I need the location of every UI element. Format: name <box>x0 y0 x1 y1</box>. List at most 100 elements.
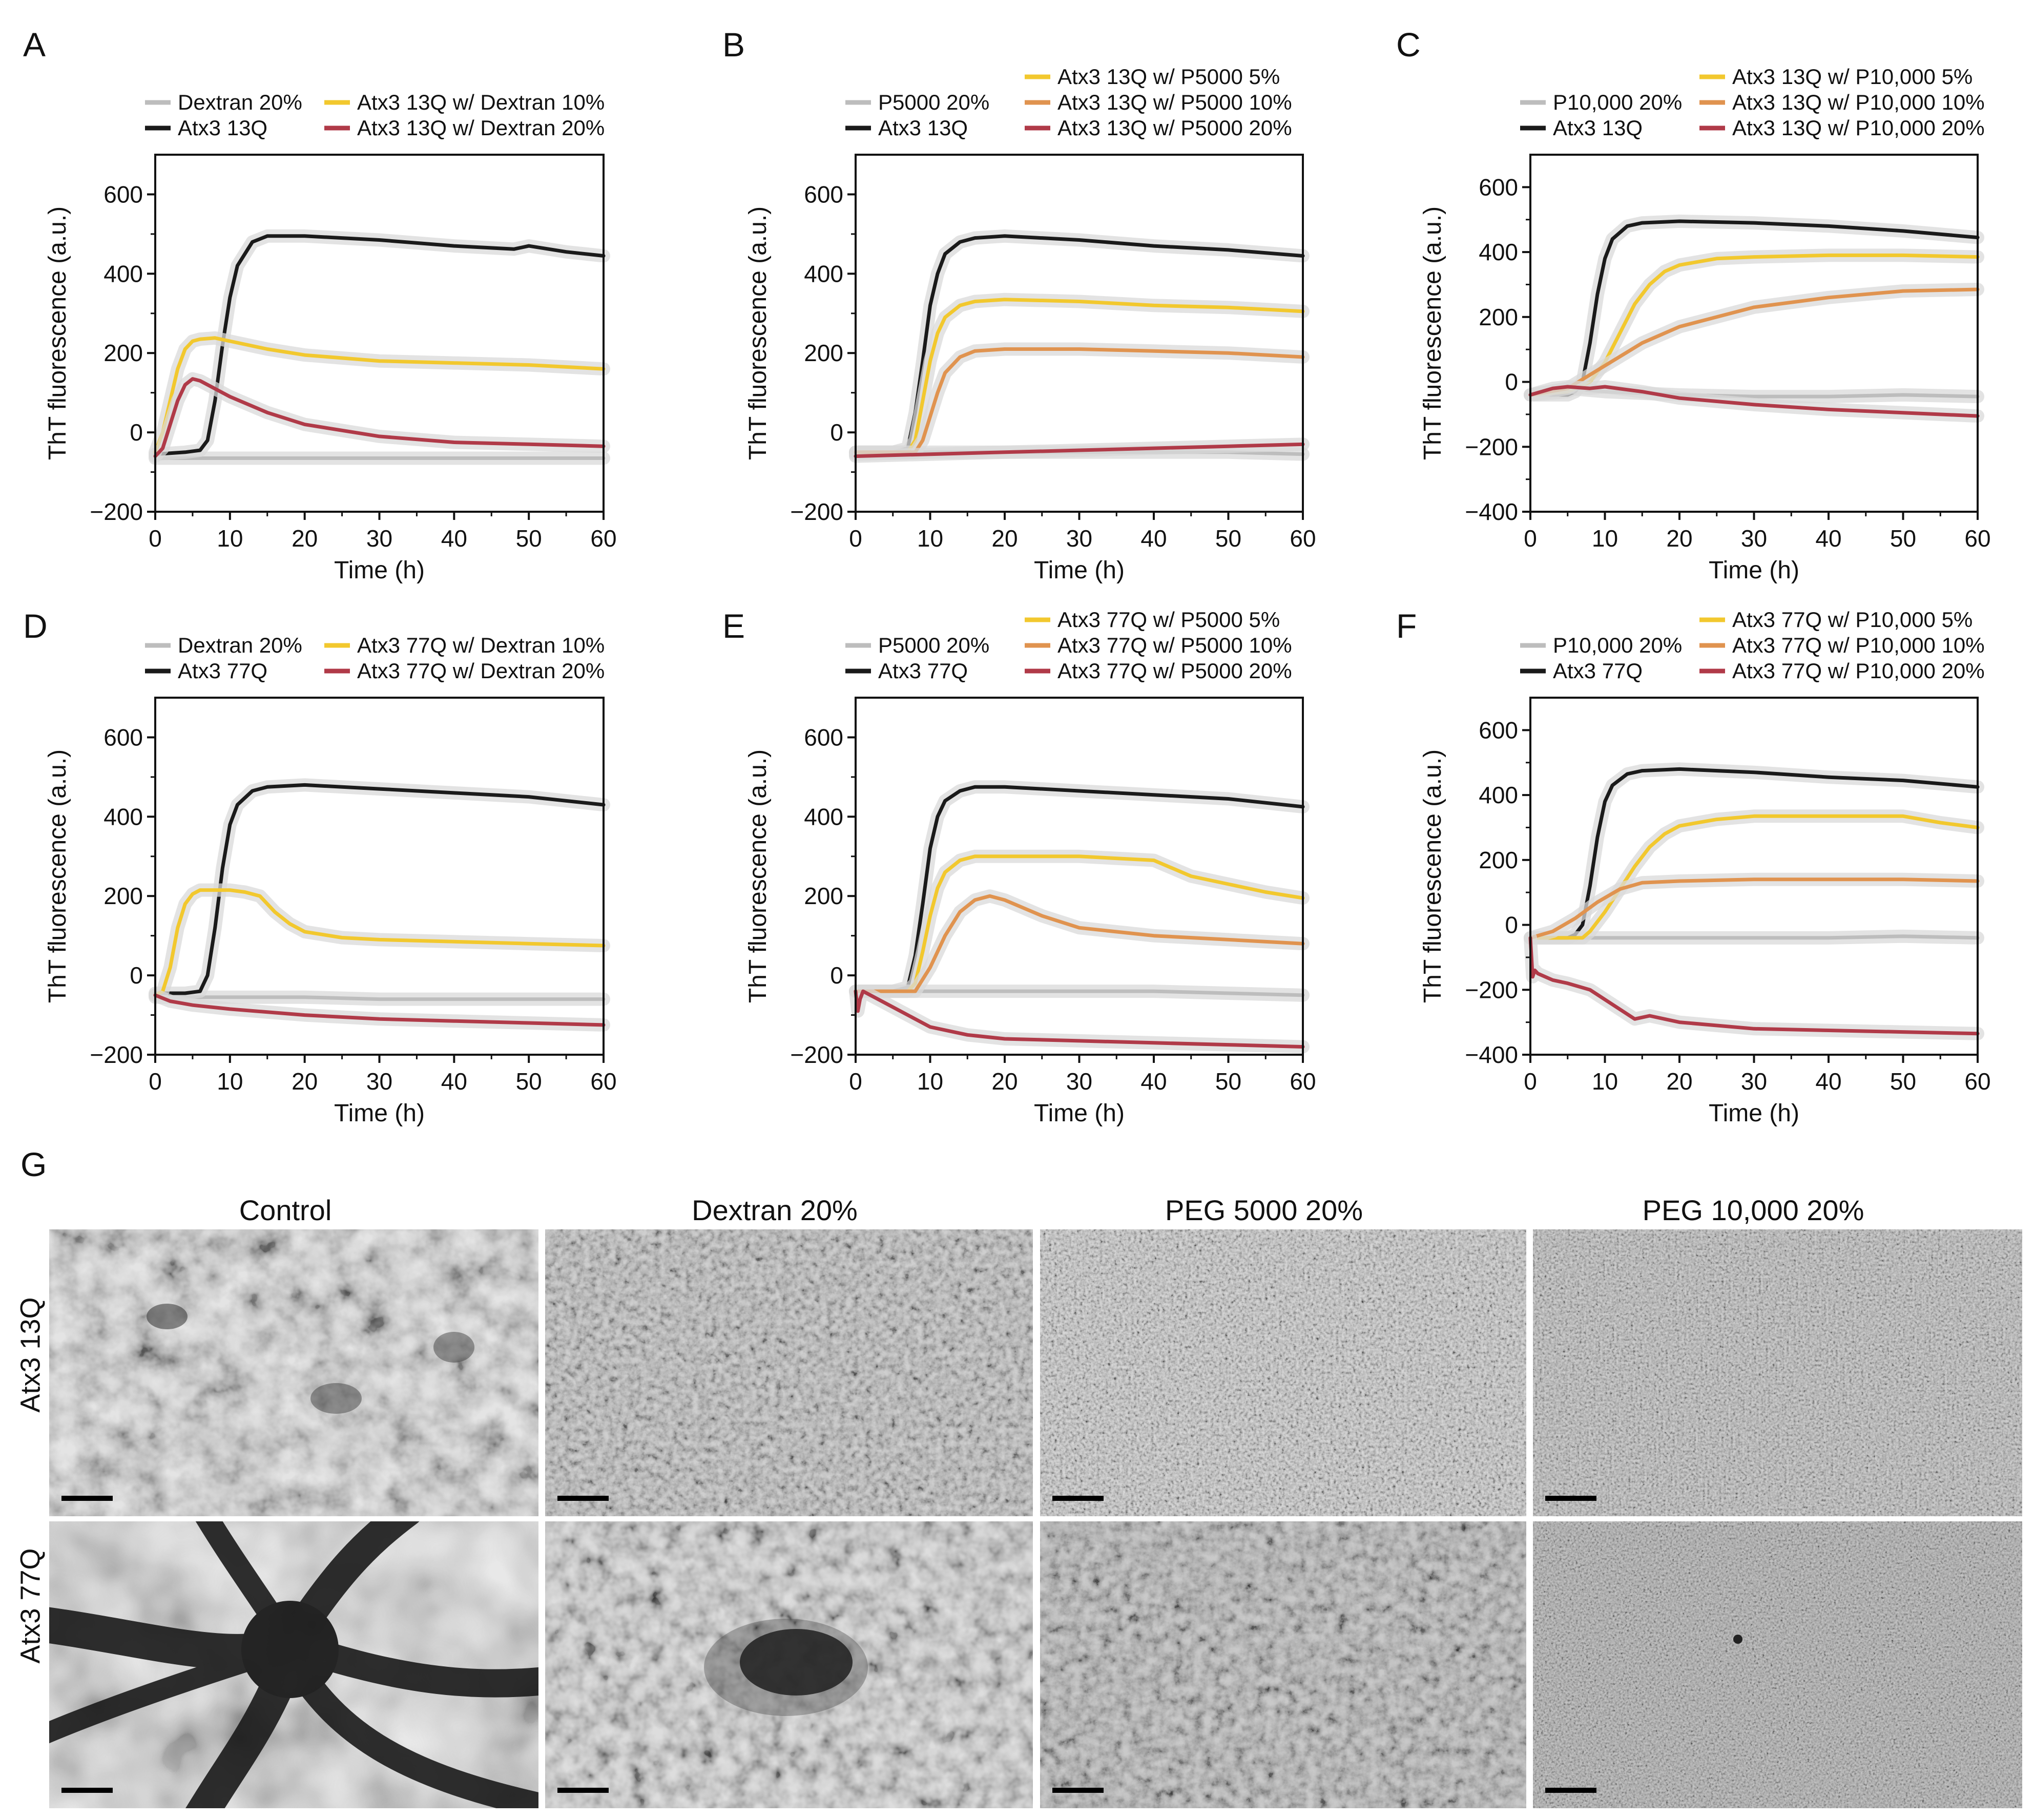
micrograph-13q-peg5000 <box>1040 1229 1526 1516</box>
x-tick-label: 60 <box>1290 1068 1316 1095</box>
y-axis-label: ThT fluorescence (a.u.) <box>744 749 772 1003</box>
y-axis-label: ThT fluorescence (a.u.) <box>44 749 71 1003</box>
x-axis-label: Time (h) <box>1709 557 1799 584</box>
panel-letter: E <box>722 607 745 645</box>
x-tick-label: 30 <box>1741 525 1767 552</box>
x-tick-label: 0 <box>1524 525 1537 552</box>
series-line <box>1528 385 1980 418</box>
y-tick-label: 600 <box>1479 717 1518 743</box>
legend-label: P5000 20% <box>878 633 989 657</box>
y-tick-label: 400 <box>103 260 143 287</box>
series-line <box>854 854 1305 993</box>
legend-item: Atx3 13Q w/ P10,000 10% <box>1699 90 1985 114</box>
legend-item: Atx3 13Q w/ Dextran 20% <box>324 116 605 140</box>
micrograph-77q-peg5000 <box>1040 1521 1526 1808</box>
legend-item: Atx3 77Q <box>145 659 267 683</box>
legend-item: P10,000 20% <box>1520 633 1682 657</box>
x-tick-label: 40 <box>1140 525 1167 552</box>
y-tick-label: 200 <box>103 340 143 366</box>
legend-label: Atx3 13Q w/ P5000 20% <box>1057 116 1292 140</box>
panel-letter: F <box>1396 607 1417 645</box>
y-tick-label: −400 <box>1465 1041 1518 1068</box>
y-axis-label: ThT fluorescence (a.u.) <box>1419 206 1446 460</box>
x-axis-label: Time (h) <box>1034 557 1125 584</box>
legend-label: Atx3 77Q w/ P5000 10% <box>1057 633 1292 657</box>
series-line <box>153 377 606 458</box>
x-tick-label: 50 <box>516 1068 542 1095</box>
legend-item: Atx3 77Q <box>1520 659 1643 683</box>
y-tick-label: −200 <box>790 1041 843 1068</box>
series-line <box>153 783 606 995</box>
legend-item: Atx3 77Q w/ P5000 10% <box>1025 633 1292 657</box>
panel-letter: B <box>722 26 745 64</box>
y-tick-label: 200 <box>804 883 843 909</box>
legend-label: Atx3 13Q w/ P10,000 10% <box>1732 90 1985 114</box>
y-tick-label: 600 <box>804 724 843 750</box>
legend-item: P10,000 20% <box>1520 90 1682 114</box>
series-line <box>1528 814 1980 940</box>
scale-bar <box>557 1788 609 1793</box>
legend-item: Atx3 13Q <box>1520 116 1643 140</box>
x-tick-label: 10 <box>1592 525 1618 552</box>
series-line <box>153 888 606 997</box>
chart-panel-c: C 0 10 20 30 40 50 60 −400 −200 0 200 400 600 Time (h)… <box>1396 26 1991 584</box>
legend-item: Atx3 77Q w/ P10,000 5% <box>1699 608 1973 632</box>
x-tick-label: 0 <box>849 525 862 552</box>
y-tick-label: 400 <box>103 803 143 830</box>
row-label-13q: Atx3 13Q <box>15 1297 46 1413</box>
legend-item: Atx3 13Q w/ Dextran 10% <box>324 90 605 114</box>
legend-label: Atx3 13Q w/ P10,000 5% <box>1732 65 1973 89</box>
x-tick-label: 30 <box>1066 525 1092 552</box>
y-tick-label: 400 <box>1479 782 1518 808</box>
legend-label: Atx3 13Q <box>178 116 267 140</box>
legend-item: Atx3 13Q w/ P10,000 5% <box>1699 65 1973 89</box>
series-line <box>153 336 606 454</box>
series-line <box>854 442 1305 458</box>
x-tick-label: 30 <box>1741 1068 1767 1095</box>
y-tick-label: 200 <box>1479 847 1518 873</box>
column-label-control: Control <box>239 1194 332 1226</box>
x-tick-label: 30 <box>1066 1068 1092 1095</box>
x-tick-label: 40 <box>1815 1068 1841 1095</box>
y-tick-label: 0 <box>130 962 143 989</box>
legend-item: Dextran 20% <box>145 90 302 114</box>
legend-item: Atx3 77Q w/ Dextran 20% <box>324 659 605 683</box>
legend-label: Atx3 13Q w/ Dextran 20% <box>357 116 605 140</box>
x-tick-label: 50 <box>1215 1068 1241 1095</box>
y-tick-label: −200 <box>90 498 143 525</box>
legend-label: P10,000 20% <box>1553 90 1682 114</box>
column-label-peg10000: PEG 10,000 20% <box>1642 1194 1864 1226</box>
x-tick-label: 10 <box>917 1068 943 1095</box>
series-line <box>1528 287 1980 397</box>
column-label-peg5000: PEG 5000 20% <box>1165 1194 1363 1226</box>
y-tick-label: 200 <box>804 340 843 366</box>
legend-item: P5000 20% <box>845 633 989 657</box>
x-tick-label: 50 <box>1890 525 1916 552</box>
scale-bar <box>1052 1788 1104 1793</box>
y-tick-label: 600 <box>103 724 143 750</box>
y-tick-label: −200 <box>90 1041 143 1068</box>
micrograph-77q-control <box>49 1521 538 1808</box>
y-axis-label: ThT fluorescence (a.u.) <box>744 206 772 460</box>
x-axis-label: Time (h) <box>1034 1100 1125 1127</box>
y-axis-label: ThT fluorescence (a.u.) <box>44 206 71 460</box>
legend-label: Atx3 77Q w/ P10,000 10% <box>1732 633 1985 657</box>
series-line <box>854 347 1305 454</box>
legend-label: Atx3 77Q w/ P5000 20% <box>1057 659 1292 683</box>
scale-bar <box>557 1496 609 1501</box>
legend-label: Atx3 77Q w/ P5000 5% <box>1057 608 1280 632</box>
y-tick-label: −200 <box>790 498 843 525</box>
series-line <box>854 989 1305 997</box>
y-tick-label: −200 <box>1465 976 1518 1003</box>
x-tick-label: 60 <box>590 525 616 552</box>
x-tick-label: 0 <box>849 1068 862 1095</box>
y-axis-label: ThT fluorescence (a.u.) <box>1419 749 1446 1003</box>
legend-label: Atx3 77Q w/ Dextran 10% <box>357 633 605 657</box>
row-label-77q: Atx3 77Q <box>15 1548 46 1664</box>
panel-letter: A <box>23 26 46 64</box>
legend-label: Atx3 13Q w/ P5000 5% <box>1057 65 1280 89</box>
y-tick-label: −200 <box>1465 433 1518 460</box>
y-tick-label: 0 <box>1505 369 1518 395</box>
